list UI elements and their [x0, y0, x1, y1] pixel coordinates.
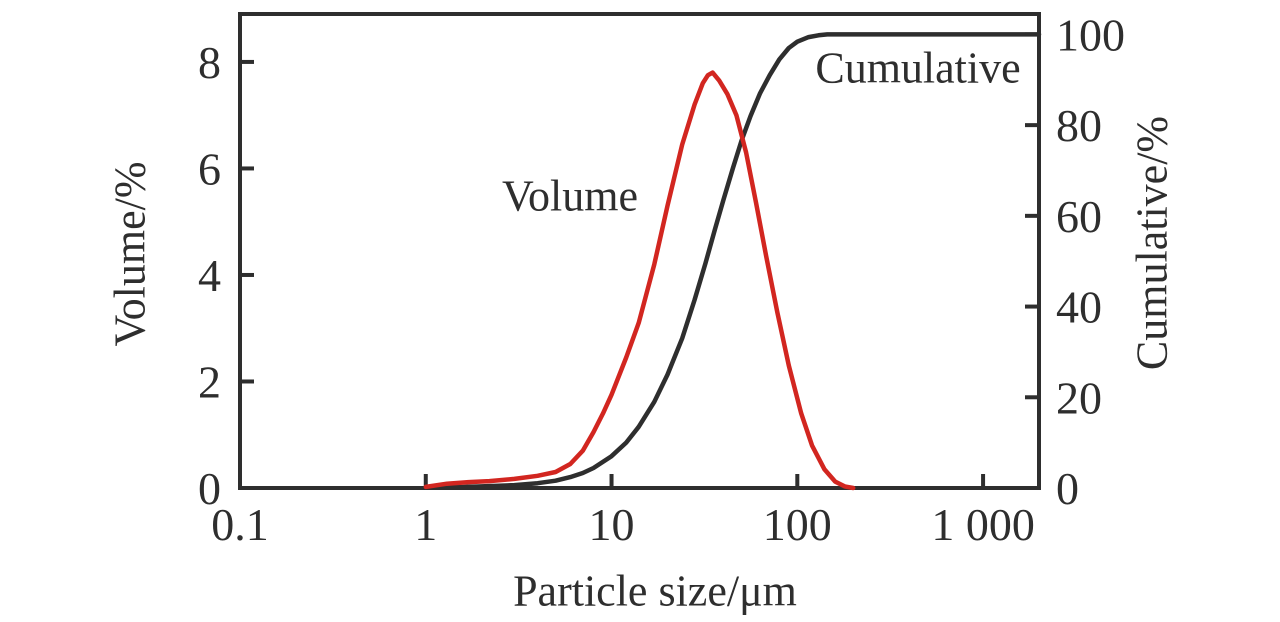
- x-axis-title: Particle size/μm: [513, 566, 797, 616]
- y-left-tick-label: 6: [198, 143, 221, 194]
- cumulative-curve: [423, 32, 1042, 490]
- y-right-tick-label: 20: [1056, 372, 1102, 423]
- y-left-tick-label: 0: [198, 463, 221, 514]
- x-tick-label: 0.1: [211, 499, 269, 550]
- x-tick-label: 10: [589, 499, 635, 550]
- y-left-tick-label: 2: [198, 356, 221, 407]
- y-right-tick-label: 100: [1056, 9, 1125, 60]
- y-right-tick-label: 80: [1056, 100, 1102, 151]
- y-left-tick-label: 4: [198, 250, 221, 301]
- volume-curve: [423, 70, 856, 491]
- left-axis-title: Volume/%: [105, 161, 155, 347]
- right-axis-title: Cumulative/%: [1127, 115, 1177, 371]
- y-right-tick-label: 0: [1056, 463, 1079, 514]
- y-right-tick-label: 40: [1056, 282, 1102, 333]
- x-tick-label: 1 000: [931, 499, 1035, 550]
- plot-border: [238, 12, 1041, 490]
- volume-curve-label: Volume: [501, 171, 639, 221]
- y-left-tick-label: 8: [198, 37, 221, 88]
- cumulative-curve-label: Cumulative: [815, 43, 1021, 93]
- y-right-tick-label: 60: [1056, 191, 1102, 242]
- x-tick-label: 1: [414, 499, 437, 550]
- x-tick-label: 100: [763, 499, 832, 550]
